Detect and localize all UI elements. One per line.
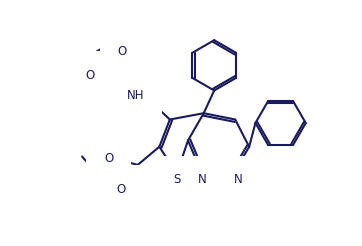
Text: N: N [198,173,206,186]
Text: O: O [86,69,95,82]
Text: N: N [234,173,243,186]
Text: O: O [104,152,113,165]
Text: NH: NH [126,89,144,102]
Text: O: O [117,183,126,196]
Text: O: O [117,45,127,58]
Text: S: S [173,173,181,186]
